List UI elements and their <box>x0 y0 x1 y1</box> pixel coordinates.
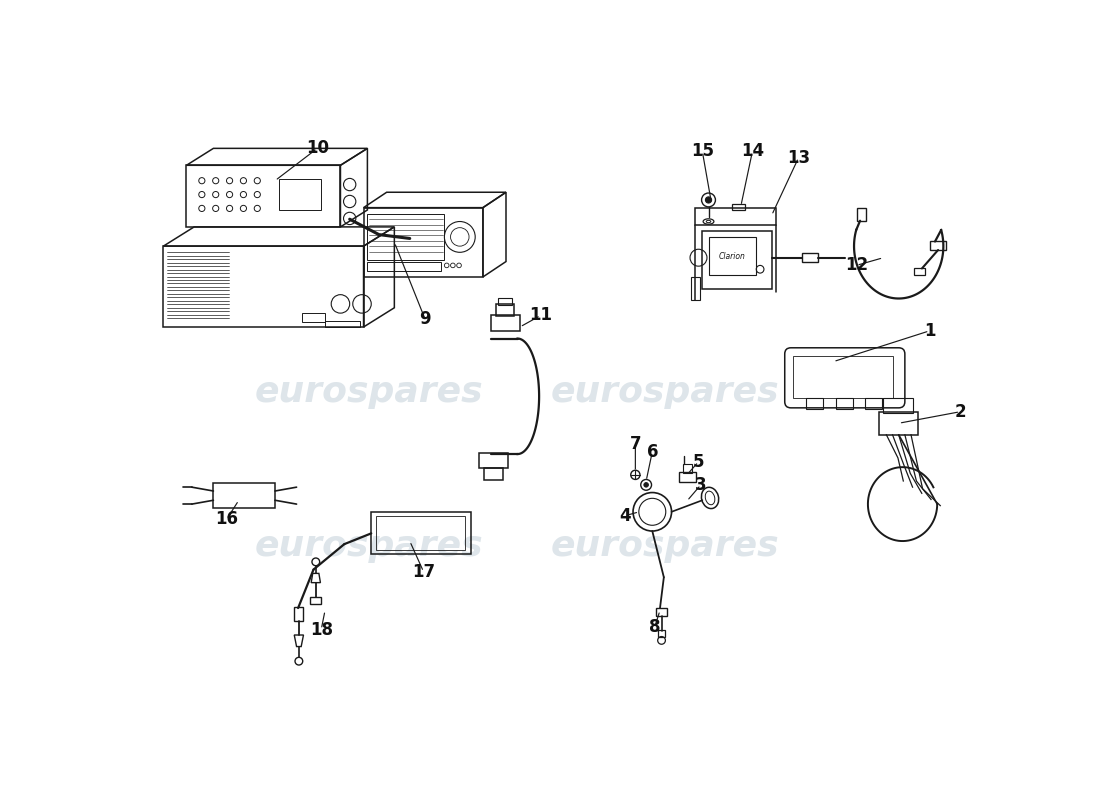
Bar <box>703 230 772 289</box>
Text: eurospares: eurospares <box>551 529 780 562</box>
Text: 2: 2 <box>955 402 966 421</box>
Bar <box>480 453 508 468</box>
Bar <box>326 321 360 327</box>
Circle shape <box>705 197 712 203</box>
Text: 18: 18 <box>310 621 332 638</box>
Bar <box>836 398 852 409</box>
Text: 13: 13 <box>786 149 811 166</box>
Bar <box>793 356 893 398</box>
Bar <box>279 179 321 210</box>
Text: 17: 17 <box>412 563 436 581</box>
Bar <box>310 597 321 604</box>
Bar <box>803 253 818 262</box>
Bar <box>367 262 440 270</box>
Text: 15: 15 <box>691 142 714 161</box>
Bar <box>372 512 472 554</box>
Text: 11: 11 <box>529 306 552 325</box>
Text: eurospares: eurospares <box>254 374 483 409</box>
Bar <box>658 630 666 637</box>
Text: 3: 3 <box>695 476 706 494</box>
Bar <box>857 209 866 221</box>
Bar <box>295 607 304 621</box>
Bar <box>491 315 520 331</box>
Bar <box>806 398 823 409</box>
Bar <box>376 517 465 550</box>
Bar <box>880 412 917 435</box>
Bar <box>498 298 513 306</box>
Text: eurospares: eurospares <box>551 374 780 409</box>
Bar <box>484 468 503 480</box>
Bar <box>496 304 515 316</box>
Bar <box>708 237 757 275</box>
Text: 1: 1 <box>924 322 935 340</box>
Bar <box>213 483 275 508</box>
Text: 9: 9 <box>419 310 431 328</box>
Text: eurospares: eurospares <box>254 529 483 562</box>
Text: 6: 6 <box>647 442 658 461</box>
Text: 14: 14 <box>740 142 764 161</box>
Bar <box>301 313 326 322</box>
Bar <box>695 208 776 225</box>
Bar <box>732 204 746 210</box>
Text: 8: 8 <box>649 618 660 636</box>
Bar <box>367 214 444 260</box>
Bar <box>680 472 696 482</box>
Bar <box>883 398 913 414</box>
Text: 4: 4 <box>619 506 631 525</box>
Bar <box>656 608 667 616</box>
Text: 16: 16 <box>214 510 238 529</box>
Bar <box>931 241 946 250</box>
Text: 7: 7 <box>629 435 641 453</box>
Circle shape <box>644 482 648 487</box>
Text: 5: 5 <box>693 453 704 470</box>
Bar <box>683 464 692 473</box>
Bar <box>865 398 882 409</box>
Text: 12: 12 <box>845 256 868 274</box>
Bar <box>691 277 700 300</box>
Bar <box>914 268 925 274</box>
Text: Clarion: Clarion <box>719 252 746 261</box>
Text: 10: 10 <box>306 139 329 158</box>
